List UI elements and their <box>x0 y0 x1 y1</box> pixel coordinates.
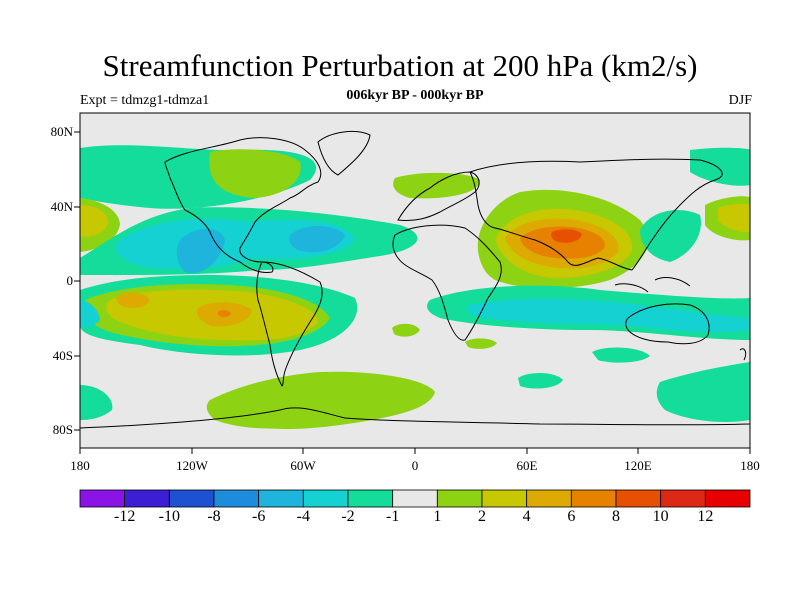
lat-tick-label: 0 <box>66 273 74 288</box>
coastline-australia <box>625 303 710 345</box>
colorbar-label: 1 <box>433 508 442 525</box>
contour-region <box>392 323 420 337</box>
colorbar-swatch <box>570 489 617 508</box>
lat-tick-label: 80N <box>50 124 73 139</box>
contour-region <box>80 385 113 420</box>
contour-region <box>592 347 650 363</box>
contour-region <box>656 362 750 422</box>
colorbar-label: 10 <box>652 508 669 525</box>
colorbar-swatch <box>615 489 662 508</box>
coastline-north-america <box>164 137 322 273</box>
colorbar-label: -1 <box>385 508 400 525</box>
colorbar-swatch <box>392 489 438 508</box>
experiment-label: Expt = tdmzg1-tdmza1 <box>80 93 210 108</box>
lat-tick-label: 40S <box>52 348 73 363</box>
contour-region <box>518 372 563 389</box>
colorbar-label: -6 <box>251 508 266 525</box>
map-subtitle: 006kyr BP - 000kyr BP <box>346 88 484 103</box>
coastline-asia <box>469 158 723 271</box>
contour-region <box>690 147 750 186</box>
lat-tick-label: 40N <box>50 199 73 214</box>
colorbar-swatch <box>79 489 126 508</box>
tick-marks <box>74 131 751 454</box>
lon-tick-label: 180 <box>740 458 760 473</box>
colorbar-label: -8 <box>207 508 221 525</box>
lon-tick-label: 120E <box>624 458 652 473</box>
contour-region <box>206 371 435 430</box>
colorbar <box>79 489 751 508</box>
lon-tick-label: 0 <box>411 458 419 473</box>
coastline-antarctica <box>80 407 750 429</box>
contour-region <box>551 229 582 243</box>
map-title: Streamfunction Perturbation at 200 hPa (… <box>102 48 698 83</box>
contour-region <box>218 310 231 318</box>
coastline-africa <box>392 224 502 341</box>
coastline-greenland <box>317 131 371 176</box>
contour-region <box>718 203 750 233</box>
contour-region <box>116 292 150 308</box>
colorbar-label: -10 <box>158 508 180 525</box>
contour-region <box>289 225 345 253</box>
lon-tick-label: 120W <box>176 458 208 473</box>
coastlines <box>80 131 750 429</box>
colorbar-label: 2 <box>478 508 486 525</box>
colorbar-swatch <box>660 489 706 508</box>
contour-field <box>80 113 750 448</box>
colorbar-swatch <box>704 489 751 508</box>
coastline-europe <box>397 171 480 221</box>
lon-tick-label: 180 <box>70 458 90 473</box>
lat-tick-label: 80S <box>52 422 73 437</box>
colorbar-label: 12 <box>697 508 714 525</box>
colorbar-swatch <box>481 489 528 508</box>
season-label: DJF <box>728 93 752 108</box>
colorbar-swatch <box>213 489 260 508</box>
colorbar-label: 4 <box>522 508 531 525</box>
colorbar-swatch <box>347 489 394 508</box>
lon-tick-label: 60E <box>516 458 538 473</box>
colorbar-swatch <box>168 489 215 508</box>
colorbar-label: -2 <box>341 508 355 525</box>
coastline-new-zealand <box>739 348 747 361</box>
contour-region <box>640 210 701 262</box>
colorbar-swatch <box>124 489 170 508</box>
coastline-maritime-continent <box>614 277 691 293</box>
contour-region <box>393 172 480 199</box>
colorbar-label: 6 <box>567 508 576 525</box>
contour-region <box>466 298 750 333</box>
coastline-south-america <box>256 261 323 387</box>
colorbar-swatch <box>526 489 572 508</box>
contour-region <box>465 338 497 349</box>
contour-region <box>176 228 225 274</box>
lon-tick-label: 60W <box>290 458 316 473</box>
colorbar-label: -12 <box>113 508 136 525</box>
contour-region <box>209 149 301 198</box>
contour-region <box>80 425 750 448</box>
contour-region <box>116 218 355 270</box>
contour-region <box>80 205 108 237</box>
colorbar-label: 8 <box>612 508 620 525</box>
colorbar-swatch <box>436 489 483 508</box>
colorbar-swatch <box>258 489 304 508</box>
contour-region <box>80 300 100 328</box>
colorbar-label: -4 <box>296 508 310 525</box>
colorbar-swatch <box>302 489 349 508</box>
